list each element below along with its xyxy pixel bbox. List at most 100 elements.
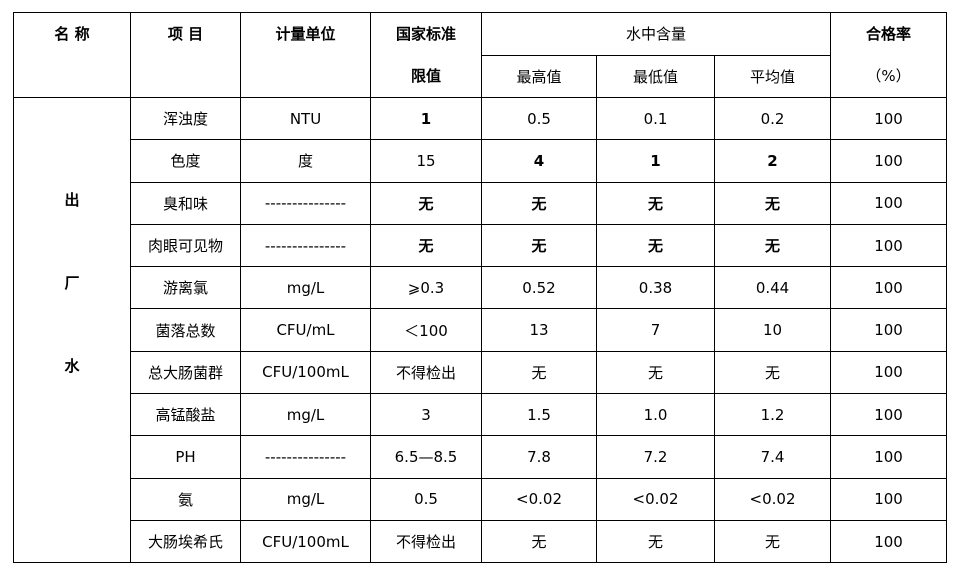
table-cell: 0.2	[713, 96, 832, 141]
table-cell: 氨	[130, 477, 241, 521]
table-cell: 100	[830, 393, 948, 437]
table-cell: 无	[481, 519, 597, 564]
table-cell: 4	[481, 139, 597, 183]
table-cell: 0.38	[596, 266, 715, 310]
header-cell: 国家标准 限值	[370, 12, 482, 98]
table-cell: 7.8	[481, 435, 597, 479]
header-cell: 合格率 （%）	[830, 12, 948, 98]
table-cell: 100	[830, 96, 948, 141]
table-cell: 10	[713, 308, 832, 352]
table-cell: 1.2	[713, 393, 832, 437]
table-cell: <0.02	[713, 477, 832, 521]
header-text: 项 目	[167, 25, 204, 43]
header-text: 合格率	[866, 25, 912, 43]
table-cell: 13	[481, 308, 597, 352]
table-cell: 100	[830, 519, 948, 564]
header-text: 平均值	[713, 54, 832, 98]
header-text: 最高值	[481, 54, 597, 98]
table-cell: 总大肠菌群	[130, 350, 241, 395]
table-cell: mg/L	[240, 477, 371, 521]
table-cell: ---------------	[240, 435, 371, 479]
table-cell: 100	[830, 308, 948, 352]
table-cell: 100	[830, 477, 948, 521]
table-row: 菌落总数 CFU/mL ＜100 13 7 10 100	[14, 308, 948, 352]
table-cell: 无	[481, 350, 597, 395]
table-cell: 3	[370, 393, 482, 437]
table-cell: 浑浊度	[130, 96, 241, 141]
table-cell: 6.5—8.5	[370, 435, 482, 479]
table-cell: 无	[596, 519, 715, 564]
table-cell: 菌落总数	[130, 308, 241, 352]
table-cell: 无	[713, 350, 832, 395]
table-cell: 游离氯	[130, 266, 241, 310]
group-text: 厂	[64, 274, 80, 292]
table-cell: 高锰酸盐	[130, 393, 241, 437]
table-cell: 无	[596, 350, 715, 395]
table-body: 出厂水浑浊度 NTU 1 0.5 0.1 0.2 100 色度度 15 4 1 2 100 臭和味 ----…	[13, 96, 948, 564]
header-text: 最低值	[596, 54, 715, 98]
table-cell: 0.5	[481, 96, 597, 141]
table-row: 臭和味 --------------- 无无无无 100	[14, 181, 948, 225]
table-cell: 无	[596, 223, 715, 268]
header-cell: 名 称	[13, 12, 131, 98]
table-cell: ---------------	[240, 181, 371, 225]
table-row: PH --------------- 6.5—8.5 7.8 7.2 7.4 100	[14, 435, 948, 479]
table-cell: 0.44	[713, 266, 832, 310]
quality-table: 名 称 项 目 计量单位 国家标准 限值 水中含量 合格率 （%） 最高值 最低值 …	[13, 12, 948, 564]
table-cell: 7	[596, 308, 715, 352]
table-cell: 大肠埃希氏	[130, 519, 241, 564]
table-cell: 1	[370, 96, 482, 141]
table-cell: 无	[713, 181, 832, 225]
table-cell: 臭和味	[130, 181, 241, 225]
table-cell: 度	[240, 139, 371, 183]
table-cell: 100	[830, 139, 948, 183]
table-cell: 肉眼可见物	[130, 223, 241, 268]
table-cell: 不得检出	[370, 519, 482, 564]
table-cell: 0.52	[481, 266, 597, 310]
table-cell: 100	[830, 350, 948, 395]
group-text: 出	[64, 191, 80, 209]
table-cell: 100	[830, 435, 948, 479]
table-cell: 15	[370, 139, 482, 183]
table-cell: 不得检出	[370, 350, 482, 395]
table-cell: NTU	[240, 96, 371, 141]
table-cell: <0.02	[596, 477, 715, 521]
table-row: 总大肠菌群 CFU/100mL 不得检出无无无 100	[14, 350, 948, 395]
table-cell: 无	[370, 223, 482, 268]
table-row: 高锰酸盐 mg/L 3 1.5 1.0 1.2 100	[14, 393, 948, 437]
group-text: 水	[64, 357, 80, 375]
table-cell: 7.4	[713, 435, 832, 479]
table-cell: 无	[713, 519, 832, 564]
table-cell: 无	[481, 181, 597, 225]
table-cell: mg/L	[240, 266, 371, 310]
header-cell: 计量单位	[240, 12, 371, 98]
header-text: 计量单位	[275, 25, 336, 43]
table-cell: 100	[830, 266, 948, 310]
table-cell: 1	[596, 139, 715, 183]
table-cell: 无	[713, 223, 832, 268]
table-cell: 无	[596, 181, 715, 225]
header-text: （%）	[866, 67, 911, 85]
table-cell: 0.1	[596, 96, 715, 141]
table-cell: 无	[370, 181, 482, 225]
table-cell: 2	[713, 139, 832, 183]
table-cell: 无	[481, 223, 597, 268]
table-row: 游离氯 mg/L ⩾0.3 0.52 0.38 0.44 100	[14, 266, 948, 310]
table-cell: 1.0	[596, 393, 715, 437]
table-cell: 100	[830, 181, 948, 225]
header-text: 国家标准	[395, 25, 456, 43]
table-row: 大肠埃希氏 CFU/100mL 不得检出无无无 100	[14, 519, 948, 564]
header-cell: 项 目	[130, 12, 241, 98]
table-cell: <0.02	[481, 477, 597, 521]
table-row: 肉眼可见物 --------------- 无无无无 100	[14, 223, 948, 268]
table-cell: CFU/mL	[240, 308, 371, 352]
table-cell: 1.5	[481, 393, 597, 437]
table-row: 氨 mg/L 0.5 <0.02 <0.02 <0.02 100	[14, 477, 948, 521]
group-cell: 出厂水	[13, 96, 131, 564]
table-cell: mg/L	[240, 393, 371, 437]
table-row: 色度度 15 4 1 2 100	[14, 139, 948, 183]
table-row: 出厂水浑浊度 NTU 1 0.5 0.1 0.2 100	[13, 96, 948, 564]
table-cell: 100	[830, 223, 948, 268]
table-cell: ＜100	[370, 308, 482, 352]
